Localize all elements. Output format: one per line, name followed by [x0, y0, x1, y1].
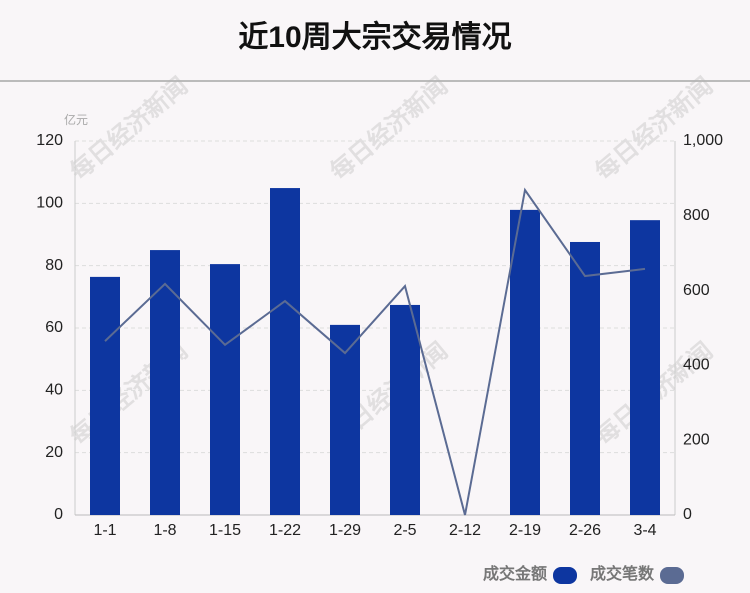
- y-tick-label: 40: [45, 382, 63, 399]
- bar: [390, 304, 420, 515]
- bar: [150, 250, 180, 516]
- bar: [570, 241, 600, 516]
- bar: [210, 264, 240, 515]
- legend-swatch: [553, 567, 577, 584]
- bar: [90, 276, 120, 515]
- x-tick-label: 3-4: [633, 522, 656, 539]
- x-tick-label: 1-8: [153, 522, 176, 539]
- x-tick-label: 2-12: [449, 522, 481, 539]
- y2-tick-label: 600: [683, 282, 710, 299]
- legend-label: 成交笔数: [590, 564, 655, 583]
- x-tick-label: 2-26: [569, 522, 601, 539]
- x-tick-label: 2-5: [393, 522, 416, 539]
- y-tick-label: 0: [54, 506, 63, 523]
- y-unit: 亿元: [64, 112, 88, 127]
- y-tick-label: 100: [36, 195, 63, 212]
- line: [104, 187, 646, 516]
- bar: [630, 220, 660, 515]
- y2-tick-label: 1,000: [683, 132, 723, 149]
- y-tick-label: 20: [45, 444, 63, 461]
- bar: [270, 188, 300, 516]
- x-tick-label: 1-15: [209, 522, 241, 539]
- chart-title: 近10周大宗交易情况: [238, 20, 511, 54]
- x-tick-label: 1-22: [269, 522, 301, 539]
- bar: [330, 324, 360, 515]
- x-tick-label: 1-1: [93, 522, 116, 539]
- y2-tick-label: 0: [683, 506, 692, 523]
- y-tick-label: 80: [45, 257, 63, 274]
- bar: [510, 209, 540, 515]
- y2-tick-label: 200: [683, 431, 710, 448]
- y2-tick-label: 800: [683, 207, 710, 224]
- y2-tick-label: 400: [683, 357, 710, 374]
- x-tick-label: 1-29: [329, 522, 361, 539]
- legend-label: 成交金额: [483, 564, 547, 583]
- legend-swatch: [660, 567, 684, 584]
- y-tick-label: 120: [36, 132, 63, 149]
- y-tick-label: 60: [45, 319, 63, 336]
- x-tick-label: 2-19: [509, 522, 541, 539]
